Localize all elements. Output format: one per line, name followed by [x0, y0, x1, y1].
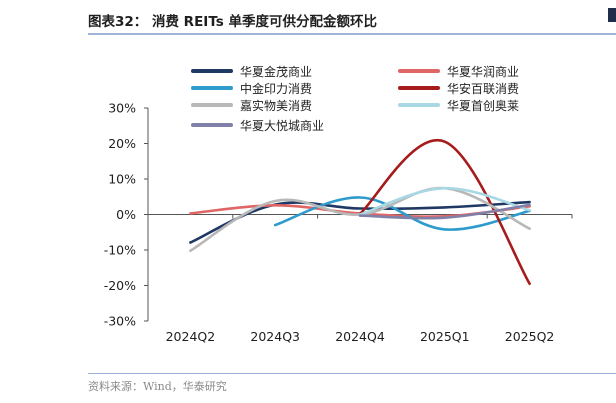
y-tick-label: -20%	[104, 278, 136, 293]
x-tick-label: 2024Q4	[335, 329, 385, 344]
legend-item: 华夏大悦城商业	[191, 118, 325, 133]
y-tick-label: 10%	[108, 172, 136, 187]
legend-item: 华夏金茂商业	[191, 64, 313, 79]
y-tick-label: 0%	[116, 207, 136, 222]
legend-swatch	[191, 69, 233, 73]
legend-item: 中金印力消费	[191, 81, 313, 96]
page-edge-marker	[608, 8, 616, 22]
legend-swatch	[191, 103, 233, 107]
legend-item: 华夏首创奥莱	[398, 98, 520, 113]
x-tick-label: 2025Q2	[505, 329, 555, 344]
legend-swatch	[398, 86, 440, 90]
legend-item: 嘉实物美消费	[191, 98, 313, 113]
legend-swatch	[191, 123, 233, 127]
x-tick-label: 2025Q1	[420, 329, 470, 344]
legend-swatch	[398, 69, 440, 73]
x-tick-label: 2024Q2	[166, 329, 216, 344]
source-note: 资料来源：Wind，华泰研究	[88, 380, 227, 393]
footer-divider	[88, 373, 616, 374]
x-tick-label: 2024Q3	[250, 329, 300, 344]
series-line-6	[358, 186, 531, 216]
series-line-3	[273, 196, 531, 231]
series-line-4	[358, 138, 531, 285]
y-tick-label: 20%	[108, 136, 136, 151]
legend-item: 华夏华润商业	[398, 64, 520, 79]
figure-title: 图表32： 消费 REITs 单季度可供分配金额环比	[88, 14, 377, 30]
legend-item: 华安百联消费	[398, 81, 520, 96]
legend-label: 华夏首创奥莱	[447, 98, 520, 113]
y-tick-label: -30%	[104, 314, 136, 329]
legend-label: 嘉实物美消费	[240, 98, 313, 113]
legend-label: 中金印力消费	[240, 81, 313, 96]
legend-label: 华夏华润商业	[447, 64, 520, 79]
legend-label: 华安百联消费	[447, 81, 520, 96]
y-tick-label: 30%	[108, 101, 136, 116]
y-tick-label: -10%	[104, 243, 136, 258]
legend-swatch	[398, 103, 440, 107]
legend-swatch	[191, 86, 233, 90]
title-divider	[88, 33, 616, 35]
series-line-7	[358, 203, 531, 220]
legend-label: 华夏金茂商业	[240, 64, 313, 79]
legend-label: 华夏大悦城商业	[240, 118, 325, 133]
